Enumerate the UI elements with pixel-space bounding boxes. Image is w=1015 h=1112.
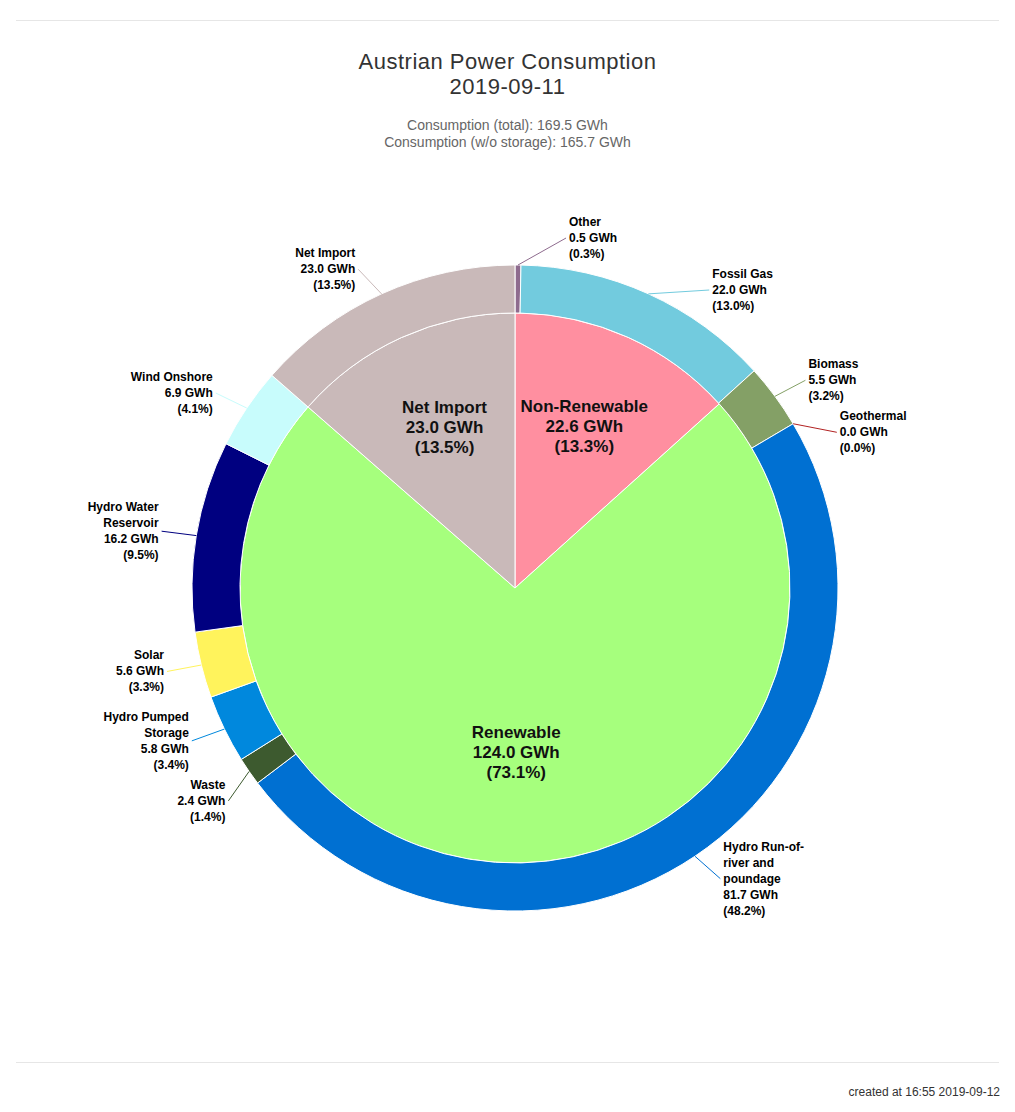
svg-text:Hydro PumpedStorage5.8 GWh(3.4: Hydro PumpedStorage5.8 GWh(3.4%) <box>103 710 189 772</box>
svg-text:Wind Onshore6.9 GWh(4.1%): Wind Onshore6.9 GWh(4.1%) <box>131 370 213 416</box>
html-text:created at 16:55 2019-09-12: created at 16:55 2019-09-12 <box>848 1085 1000 1099</box>
svg-text:Other0.5 GWh(0.3%): Other0.5 GWh(0.3%) <box>569 215 617 261</box>
svg-text:Waste2.4 GWh(1.4%): Waste2.4 GWh(1.4%) <box>177 778 225 824</box>
svg-text:Net Import23.0 GWh(13.5%): Net Import23.0 GWh(13.5%) <box>295 246 355 292</box>
svg-text:Non-Renewable22.6 GWh(13.3%): Non-Renewable22.6 GWh(13.3%) <box>521 397 649 456</box>
svg-text:Fossil Gas22.0 GWh(13.0%): Fossil Gas22.0 GWh(13.0%) <box>712 267 773 313</box>
svg-text:Hydro Run-of-river andpoundage: Hydro Run-of-river andpoundage81.7 GWh(4… <box>723 840 804 918</box>
html-text:Austrian Power Consumption: Austrian Power Consumption <box>358 49 657 74</box>
svg-text:Net Import23.0 GWh(13.5%): Net Import23.0 GWh(13.5%) <box>402 398 487 457</box>
html-text:2019-09-11: 2019-09-11 <box>449 74 566 99</box>
html-text:Consumption (w/o storage): 165: Consumption (w/o storage): 165.7 GWh <box>384 134 631 150</box>
html-text:Consumption (total): 169.5 GWh: Consumption (total): 169.5 GWh <box>407 117 608 133</box>
svg-text:Renewable124.0 GWh(73.1%): Renewable124.0 GWh(73.1%) <box>472 723 561 782</box>
svg-text:Hydro WaterReservoir16.2 GWh(9: Hydro WaterReservoir16.2 GWh(9.5%) <box>88 500 159 562</box>
svg-text:Biomass5.5 GWh(3.2%): Biomass5.5 GWh(3.2%) <box>808 357 858 403</box>
svg-text:Solar5.6 GWh(3.3%): Solar5.6 GWh(3.3%) <box>116 648 164 694</box>
svg-text:Geothermal0.0 GWh(0.0%): Geothermal0.0 GWh(0.0%) <box>840 409 907 455</box>
